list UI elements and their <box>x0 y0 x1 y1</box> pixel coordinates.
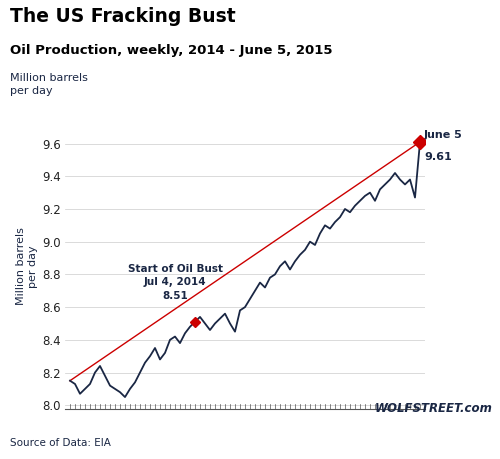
Y-axis label: Million barrels
per day: Million barrels per day <box>16 227 38 305</box>
Text: Million barrels
per day: Million barrels per day <box>10 73 88 96</box>
Text: 9.61: 9.61 <box>424 152 452 162</box>
Text: Oil Production, weekly, 2014 - June 5, 2015: Oil Production, weekly, 2014 - June 5, 2… <box>10 44 332 56</box>
Text: Source of Data: EIA: Source of Data: EIA <box>10 437 111 448</box>
Text: Start of Oil Bust
Jul 4, 2014
8.51: Start of Oil Bust Jul 4, 2014 8.51 <box>128 264 222 301</box>
Text: WOLFSTREET.com: WOLFSTREET.com <box>374 403 492 415</box>
Text: The US Fracking Bust: The US Fracking Bust <box>10 7 235 26</box>
Text: June 5: June 5 <box>424 130 463 140</box>
